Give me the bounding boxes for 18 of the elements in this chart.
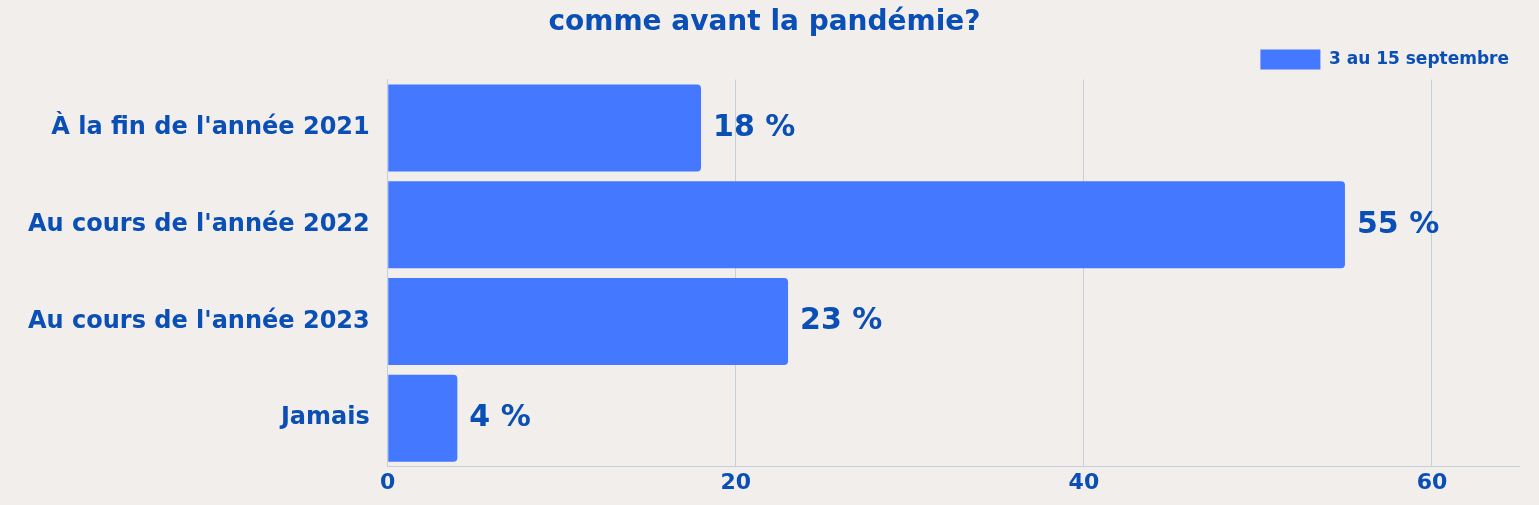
data-label: 4 % [469, 398, 531, 434]
legend-label: 3 au 15 septembre [1328, 48, 1510, 69]
chart-title: comme avant la pandémie? [548, 4, 981, 38]
y-tick-label: Au cours de l'année 2023 [27, 305, 370, 334]
data-label: 55 % [1356, 204, 1440, 240]
bar [388, 277, 789, 366]
bar [388, 181, 1345, 269]
x-tick-label: 20 [720, 468, 752, 494]
x-tick-label: 40 [1068, 468, 1100, 494]
x-tick-label: 60 [1416, 468, 1448, 494]
x-tick-label: 0 [380, 468, 396, 494]
data-label: 18 % [713, 107, 796, 143]
y-tick-label: À la fin de l'année 2021 [51, 111, 370, 141]
bar [388, 84, 702, 172]
bar [388, 374, 458, 462]
data-label: 23 % [800, 301, 883, 337]
y-tick-label: Au cours de l'année 2022 [27, 208, 370, 237]
y-tick-label: Jamais [278, 402, 370, 431]
